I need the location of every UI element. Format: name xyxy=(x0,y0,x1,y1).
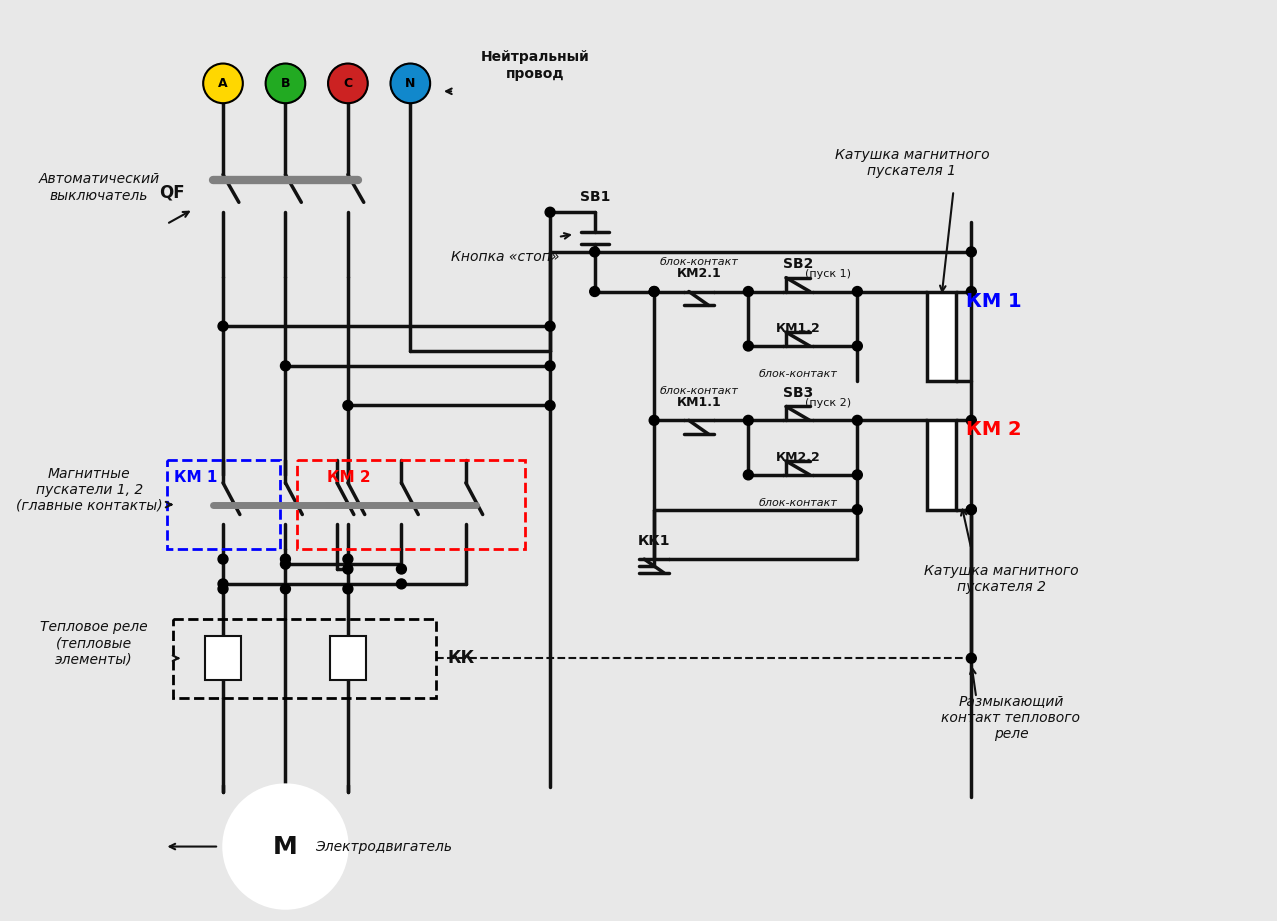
Circle shape xyxy=(281,559,290,569)
Circle shape xyxy=(281,554,290,564)
Text: Нейтральный
провод: Нейтральный провод xyxy=(481,51,590,81)
Circle shape xyxy=(967,415,977,426)
Circle shape xyxy=(852,505,862,515)
Circle shape xyxy=(743,470,753,480)
Circle shape xyxy=(203,64,243,103)
Circle shape xyxy=(396,579,406,589)
Circle shape xyxy=(266,64,305,103)
Circle shape xyxy=(218,554,229,564)
Circle shape xyxy=(545,321,555,332)
Text: КК: КК xyxy=(448,649,475,667)
Bar xyxy=(329,636,365,680)
Circle shape xyxy=(743,415,753,426)
Circle shape xyxy=(218,321,229,332)
Circle shape xyxy=(967,505,977,515)
Bar xyxy=(298,460,525,549)
Circle shape xyxy=(218,579,229,589)
Text: QF: QF xyxy=(158,183,184,202)
Circle shape xyxy=(545,401,555,411)
Circle shape xyxy=(545,207,555,217)
Text: Катушка магнитного
пускателя 2: Катушка магнитного пускателя 2 xyxy=(923,564,1078,594)
Text: КМ1.2: КМ1.2 xyxy=(775,321,820,334)
Circle shape xyxy=(344,401,352,411)
Text: (пуск 1): (пуск 1) xyxy=(805,269,850,279)
Text: A: A xyxy=(218,76,227,90)
Circle shape xyxy=(852,286,862,297)
Text: КК1: КК1 xyxy=(638,534,670,548)
Text: SB1: SB1 xyxy=(580,191,610,204)
Circle shape xyxy=(852,470,862,480)
Circle shape xyxy=(743,341,753,351)
Text: КМ1.1: КМ1.1 xyxy=(677,396,722,409)
Circle shape xyxy=(545,361,555,371)
Circle shape xyxy=(967,505,977,515)
Circle shape xyxy=(396,564,406,574)
Text: N: N xyxy=(405,76,415,90)
Text: Тепловое реле
(тепловые
элементы): Тепловое реле (тепловые элементы) xyxy=(41,620,148,667)
Text: КМ 1: КМ 1 xyxy=(175,470,218,485)
Bar xyxy=(174,619,437,698)
Text: B: B xyxy=(281,76,290,90)
Text: Размыкающий
контакт теплового
реле: Размыкающий контакт теплового реле xyxy=(941,694,1080,740)
Bar xyxy=(927,292,956,380)
Circle shape xyxy=(649,286,659,297)
Circle shape xyxy=(590,286,600,297)
Circle shape xyxy=(590,247,600,257)
Text: Катушка магнитного
пускателя 1: Катушка магнитного пускателя 1 xyxy=(835,147,990,178)
Text: SB2: SB2 xyxy=(783,257,813,271)
Circle shape xyxy=(344,564,352,574)
Circle shape xyxy=(649,286,659,297)
Circle shape xyxy=(967,653,977,663)
Bar xyxy=(166,460,280,549)
Circle shape xyxy=(344,554,352,564)
Text: (пуск 2): (пуск 2) xyxy=(805,398,850,407)
Text: Магнитные
пускатели 1, 2
(главные контакты): Магнитные пускатели 1, 2 (главные контак… xyxy=(15,467,162,513)
Text: КМ2.2: КМ2.2 xyxy=(775,450,820,463)
Text: КМ2.1: КМ2.1 xyxy=(677,267,722,280)
Circle shape xyxy=(281,361,290,371)
Circle shape xyxy=(649,415,659,426)
Text: блок-контакт: блок-контакт xyxy=(759,497,838,507)
Bar xyxy=(927,420,956,509)
Text: Автоматический
выключатель: Автоматический выключатель xyxy=(38,172,160,203)
Text: КМ 1: КМ 1 xyxy=(967,292,1022,310)
Circle shape xyxy=(967,247,977,257)
Circle shape xyxy=(328,64,368,103)
Circle shape xyxy=(743,286,753,297)
Text: КМ 2: КМ 2 xyxy=(967,420,1022,439)
Text: C: C xyxy=(344,76,352,90)
Text: Кнопка «стоп»: Кнопка «стоп» xyxy=(451,250,559,263)
Circle shape xyxy=(852,341,862,351)
Circle shape xyxy=(281,584,290,594)
Circle shape xyxy=(223,785,347,908)
Text: SB3: SB3 xyxy=(783,386,813,400)
Text: блок-контакт: блок-контакт xyxy=(759,368,838,379)
Bar xyxy=(206,636,241,680)
Text: М: М xyxy=(273,834,298,858)
Circle shape xyxy=(344,584,352,594)
Text: блок-контакт: блок-контакт xyxy=(659,257,738,267)
Circle shape xyxy=(852,415,862,426)
Text: блок-контакт: блок-контакт xyxy=(659,386,738,396)
Text: Электродвигатель: Электродвигатель xyxy=(315,840,452,854)
Circle shape xyxy=(967,286,977,297)
Circle shape xyxy=(391,64,430,103)
Text: КМ 2: КМ 2 xyxy=(327,470,370,485)
Circle shape xyxy=(218,584,229,594)
